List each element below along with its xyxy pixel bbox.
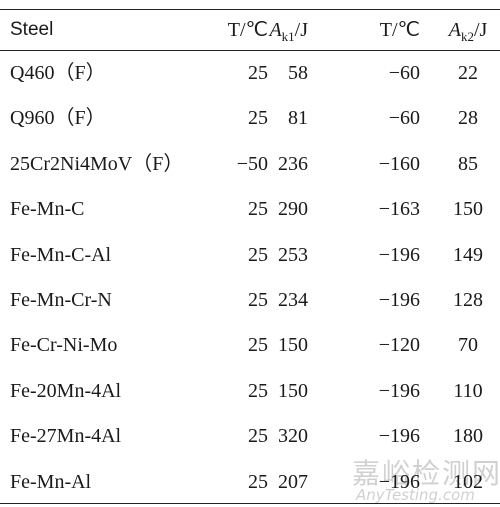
header-cell: Ak1/J <box>269 18 308 49</box>
value-cell: 70 <box>458 334 478 357</box>
value-cell: 320 <box>278 425 308 448</box>
value-cell: −60 <box>388 107 420 130</box>
value-cell: 25 <box>248 334 268 357</box>
value-cell: 149 <box>453 243 483 266</box>
value-cell: 25 <box>248 107 268 130</box>
value-cell: 25 <box>248 198 268 221</box>
steel-name: Fe-Mn-Al <box>10 470 92 493</box>
value-cell: −196 <box>378 289 420 311</box>
value-cell: −196 <box>378 425 420 448</box>
value-cell: 25 <box>248 470 268 493</box>
value-cell: 110 <box>453 379 483 402</box>
value-cell: −196 <box>378 379 420 402</box>
value-cell: 236 <box>278 152 308 175</box>
value-cell: 25 <box>248 62 268 84</box>
value-cell: 128 <box>453 289 483 311</box>
value-cell: 102 <box>453 470 483 493</box>
steel-name: 25Cr2Ni4MoV（F） <box>10 152 184 175</box>
value-cell: 207 <box>278 470 308 493</box>
value-cell: −60 <box>388 62 420 84</box>
bottom-rule <box>0 503 500 504</box>
value-cell: 25 <box>248 425 268 448</box>
value-cell: −163 <box>378 198 420 221</box>
value-cell: −160 <box>378 152 420 175</box>
header-unit: /J <box>473 19 488 41</box>
steel-name: Fe-20Mn-4Al <box>10 379 122 402</box>
value-cell: 253 <box>278 243 308 266</box>
header-subscript: k2 <box>460 29 474 44</box>
value-cell: −196 <box>378 470 420 493</box>
header-subscript: k1 <box>281 29 295 44</box>
value-cell: 150 <box>278 379 308 402</box>
header-symbol: A <box>448 19 461 41</box>
header-unit: /J <box>294 19 308 41</box>
header-cell: T/℃ <box>227 19 268 41</box>
value-cell: 58 <box>288 62 308 84</box>
watermark-text: 嘉峪检测网 <box>352 457 500 490</box>
header-cell: T/℃ <box>379 19 420 41</box>
steel-name: Q960（F） <box>10 107 106 130</box>
value-cell: −120 <box>378 334 420 357</box>
header-symbol: A <box>269 19 282 41</box>
header-rule <box>0 50 500 51</box>
value-cell: 28 <box>458 107 478 130</box>
value-cell: 25 <box>248 243 268 266</box>
value-cell: −50 <box>236 152 268 175</box>
value-cell: 25 <box>248 289 268 311</box>
steel-name: Fe-Cr-Ni-Mo <box>10 334 118 357</box>
value-cell: 234 <box>278 289 308 311</box>
steel-name: Fe-27Mn-4Al <box>10 425 122 448</box>
header-cell: Steel <box>10 19 54 40</box>
value-cell: 150 <box>453 198 483 221</box>
value-cell: 150 <box>278 334 308 357</box>
steel-name: Fe-Mn-C-Al <box>10 243 112 266</box>
value-cell: −196 <box>378 243 420 266</box>
value-cell: 81 <box>288 107 308 130</box>
watermark-url: AnyTesting.com <box>356 486 475 504</box>
value-cell: 180 <box>453 425 483 448</box>
top-rule <box>0 9 500 10</box>
steel-name: Fe-Mn-Cr-N <box>10 289 112 311</box>
steel-name: Q460（F） <box>10 62 106 84</box>
value-cell: 22 <box>458 62 478 84</box>
header-cell: Ak2/J <box>428 18 500 49</box>
value-cell: 290 <box>278 198 308 221</box>
steel-name: Fe-Mn-C <box>10 198 85 221</box>
value-cell: 85 <box>458 152 478 175</box>
value-cell: 25 <box>248 379 268 402</box>
